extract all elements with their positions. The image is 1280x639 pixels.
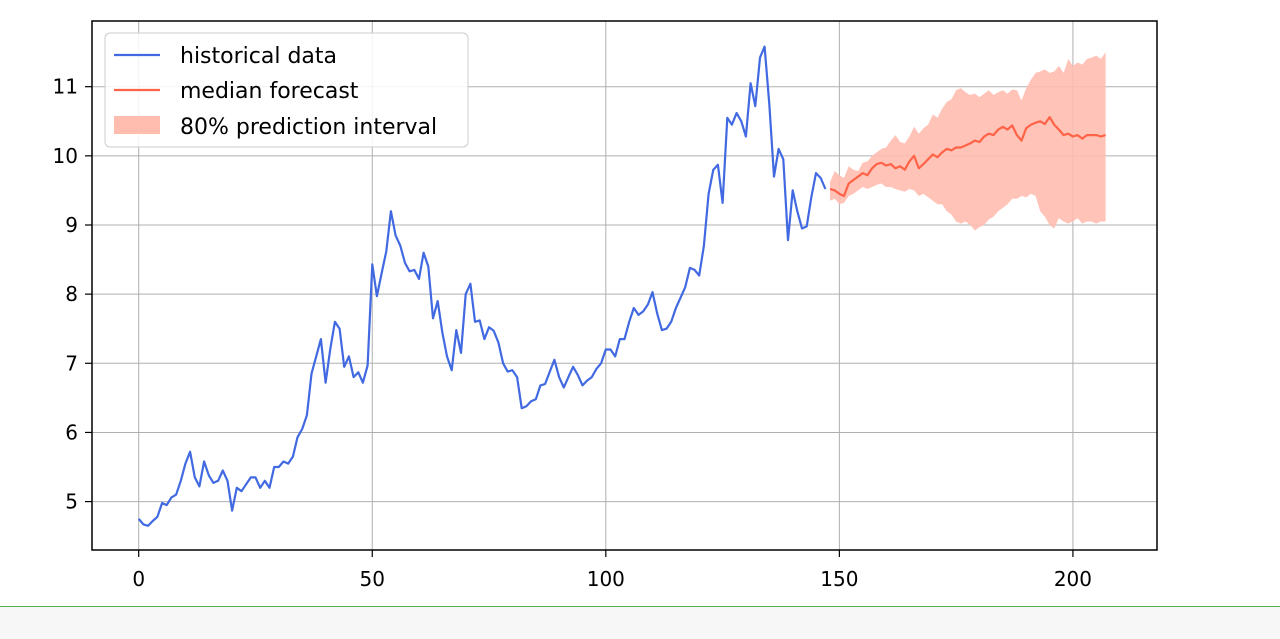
y-tick-label: 7 — [65, 351, 78, 375]
y-tick-label: 9 — [65, 213, 78, 237]
historical-data-line — [137, 45, 827, 527]
interval-band — [830, 52, 1106, 231]
y-axis-ticks: 5 6 7 8 9 10 11 — [53, 75, 92, 514]
x-tick-label: 100 — [587, 567, 625, 591]
median-forecast-line — [829, 115, 1106, 198]
y-tick-label: 5 — [65, 490, 78, 514]
y-tick-label: 8 — [65, 282, 78, 306]
legend-box — [104, 32, 469, 148]
legend-label-interval: 80% prediction interval — [180, 115, 437, 140]
prediction-interval — [830, 52, 1106, 231]
x-axis-ticks: 0 50 100 150 200 — [132, 550, 1092, 591]
y-tick-label: 6 — [65, 420, 78, 444]
legend-swatch-interval — [114, 116, 160, 134]
y-tick-label: 11 — [53, 75, 78, 99]
y-tick-label: 10 — [53, 144, 78, 168]
legend-label-forecast: median forecast — [180, 79, 359, 104]
x-tick-label: 150 — [820, 567, 858, 591]
legend: historical data median forecast 80% pred… — [104, 32, 469, 148]
plot-frame — [91, 20, 1158, 551]
legend-label-historical: historical data — [180, 44, 337, 69]
x-tick-label: 200 — [1054, 567, 1092, 591]
output-footer-bar — [0, 606, 1280, 639]
x-tick-label: 0 — [132, 567, 145, 591]
x-tick-label: 50 — [360, 567, 385, 591]
series-lines — [137, 45, 1106, 527]
